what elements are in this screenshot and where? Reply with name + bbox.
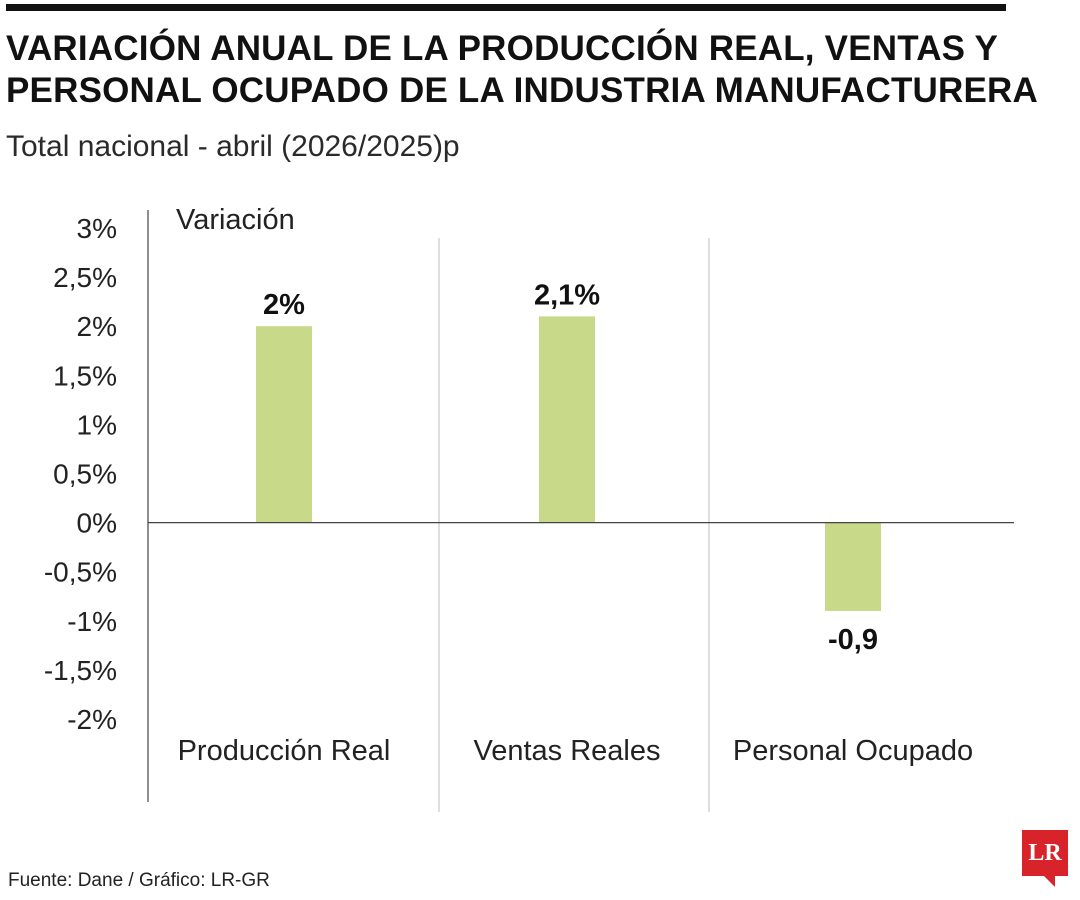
brand-logo: LR (1022, 830, 1068, 876)
chart-subtitle: Total nacional - abril (2026/2025)p (6, 130, 460, 163)
y-tick-label: -1,5% (44, 655, 117, 686)
source-note: Fuente: Dane / Gráfico: LR-GR (8, 870, 270, 891)
bar (256, 326, 312, 523)
brand-logo-text: LR (1028, 840, 1062, 866)
y-tick-label: 0% (77, 508, 117, 539)
chart-title: VARIACIÓN ANUAL DE LA PRODUCCIÓN REAL, V… (6, 28, 1066, 112)
y-axis-title: Variación (176, 204, 295, 236)
bar-value-label: -0,9 (828, 624, 878, 656)
bar-value-label: 2% (263, 289, 305, 321)
y-tick-label: -1% (67, 606, 117, 637)
chart-title-line-1: VARIACIÓN ANUAL DE LA PRODUCCIÓN REAL, V… (6, 29, 999, 68)
y-tick-label: 0,5% (53, 459, 117, 490)
y-tick-label: 2% (77, 311, 117, 342)
bar (539, 316, 595, 523)
category-label: Producción Real (178, 735, 391, 767)
bar (825, 522, 881, 611)
y-tick-label: 3% (77, 213, 117, 244)
y-tick-label: 1% (77, 409, 117, 440)
bar-chart: Variación 3% 2,5% 2% 1,5% 1% 0,5% 0% -0,5% -1% -1,… (44, 204, 1014, 812)
top-rule (6, 4, 1006, 11)
y-tick-label: -2% (67, 704, 117, 735)
y-tick-label: 1,5% (53, 360, 117, 391)
y-tick-label: 2,5% (53, 262, 117, 293)
category-label: Ventas Reales (473, 735, 660, 767)
brand-logo-tail (1043, 875, 1055, 887)
y-tick-label: -0,5% (44, 557, 117, 588)
bar-value-label: 2,1% (534, 279, 600, 311)
category-label: Personal Ocupado (733, 735, 973, 767)
chart-title-line-2: PERSONAL OCUPADO DE LA INDUSTRIA MANUFAC… (6, 71, 1038, 110)
